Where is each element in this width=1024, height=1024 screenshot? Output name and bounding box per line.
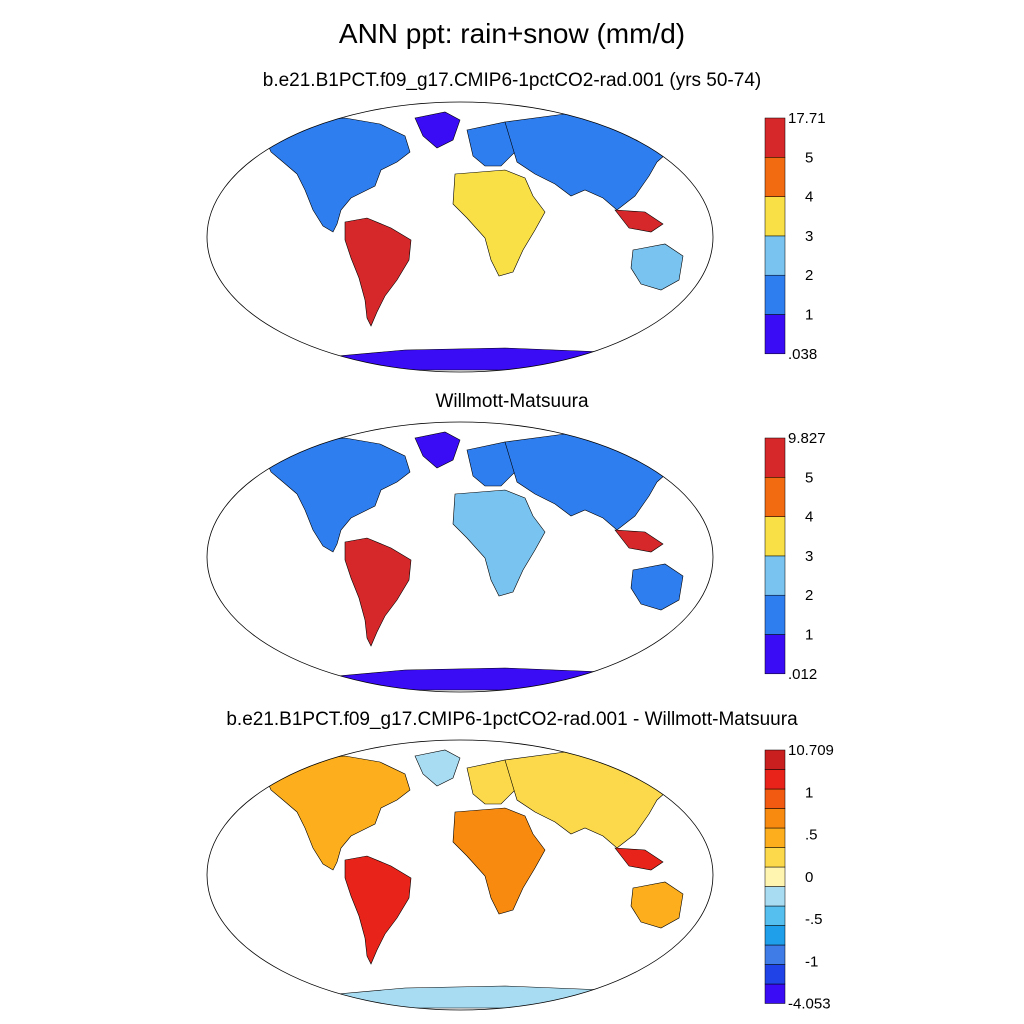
- colorbar-label: 2: [805, 267, 813, 284]
- model-colorbar: .038 1 2 3 4 5 17.71: [764, 110, 826, 363]
- southamerica-region: [344, 855, 412, 965]
- colorbar-label: 17.71: [788, 110, 826, 127]
- colorbar-box: [764, 886, 786, 907]
- panel2-subtitle: Willmott-Matsuura: [435, 391, 589, 412]
- colorbar-box: [764, 117, 786, 158]
- colorbar-label: .5: [805, 827, 818, 844]
- observed-colorbar: .012 1 2 3 4 5 9.827: [764, 430, 826, 683]
- difference-precip-map: [206, 739, 714, 1011]
- colorbar-label: 3: [805, 228, 813, 245]
- colorbar-label: -4.053: [788, 996, 831, 1013]
- colorbar-label: 10.709: [788, 742, 834, 759]
- greenland-region: [414, 431, 461, 469]
- seasia-region: [614, 847, 664, 871]
- northamerica-region: [264, 437, 411, 553]
- southamerica-region: [344, 537, 412, 647]
- colorbar-box: [764, 477, 786, 517]
- africa-region: [452, 807, 546, 915]
- panel3-subtitle: b.e21.B1PCT.f09_g17.CMIP6-1pctCO2-rad.00…: [226, 709, 798, 730]
- colorbar-box: [764, 516, 786, 557]
- observed-precip-map: [206, 421, 714, 693]
- colorbar-box: [764, 827, 786, 848]
- colorbar-box: [764, 905, 786, 926]
- colorbar-label: .038: [788, 346, 817, 363]
- colorbar-box: [764, 157, 786, 197]
- figure-title: ANN ppt: rain+snow (mm/d): [338, 18, 686, 49]
- colorbar-box: [764, 866, 786, 887]
- colorbar-label: 2: [805, 587, 813, 604]
- colorbar-box: [764, 235, 786, 276]
- map-border: [206, 101, 714, 373]
- colorbar-box: [764, 274, 786, 315]
- colorbar-box: [764, 634, 786, 675]
- colorbar-label: 9.827: [788, 430, 826, 447]
- colorbar-label: 3: [805, 548, 813, 565]
- australia-region: [630, 881, 684, 929]
- colorbar-box: [764, 788, 786, 809]
- colorbar-box: [764, 749, 786, 770]
- colorbar-label: 1: [805, 307, 813, 324]
- colorbar-label: .012: [788, 666, 817, 683]
- northamerica-region: [264, 755, 411, 871]
- map-border: [206, 421, 714, 693]
- greenland-region: [414, 111, 461, 149]
- colorbar-label: 5: [805, 469, 813, 486]
- difference-colorbar: -4.053 -1 -.5 0 .5 1 10.709: [764, 742, 834, 1013]
- australia-region: [630, 243, 684, 291]
- colorbar-label: 4: [805, 189, 813, 206]
- colorbar-box: [764, 808, 786, 829]
- colorbar-box: [764, 555, 786, 596]
- colorbar-label: 5: [805, 149, 813, 166]
- australia-region: [630, 563, 684, 611]
- colorbar-label: -.5: [805, 911, 823, 928]
- colorbar-box: [764, 944, 786, 965]
- colorbar-label: 4: [805, 509, 813, 526]
- southamerica-region: [344, 217, 412, 327]
- seasia-region: [614, 529, 664, 553]
- colorbar-box: [764, 964, 786, 985]
- colorbar-box: [764, 594, 786, 635]
- colorbar-box: [764, 983, 786, 1004]
- colorbar-box: [764, 925, 786, 946]
- northamerica-region: [264, 117, 411, 233]
- map-border: [206, 739, 714, 1011]
- colorbar-box: [764, 196, 786, 237]
- africa-region: [452, 489, 546, 597]
- colorbar-box: [764, 314, 786, 355]
- colorbar-box: [764, 847, 786, 868]
- colorbar-label: 0: [805, 869, 813, 886]
- model-precip-map: [206, 101, 714, 373]
- colorbar-label: 1: [805, 784, 813, 801]
- colorbar-label: -1: [805, 953, 818, 970]
- panel1-subtitle: b.e21.B1PCT.f09_g17.CMIP6-1pctCO2-rad.00…: [262, 70, 762, 91]
- colorbar-label: 1: [805, 627, 813, 644]
- seasia-region: [614, 209, 664, 233]
- colorbar-box: [764, 769, 786, 790]
- africa-region: [452, 169, 546, 277]
- greenland-region: [414, 749, 461, 787]
- colorbar-box: [764, 437, 786, 478]
